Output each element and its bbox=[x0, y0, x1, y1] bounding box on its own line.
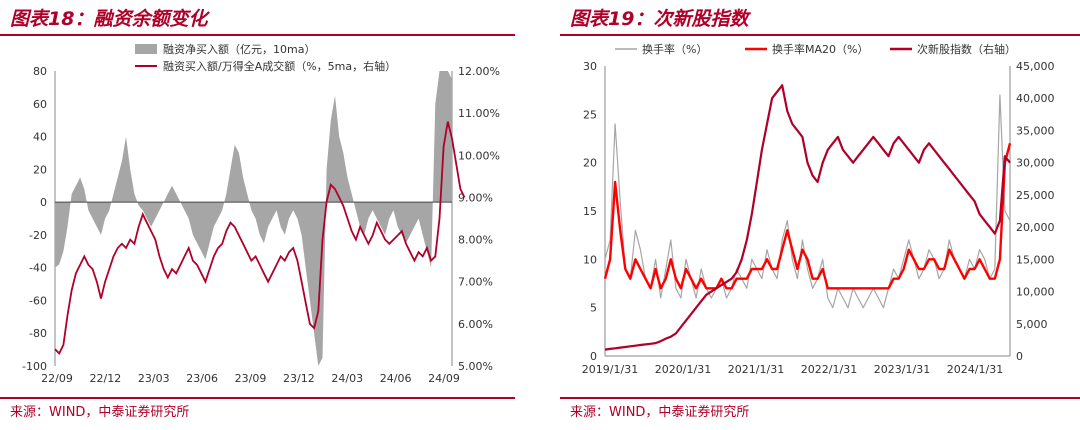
right-y-tick-label: 10,000 bbox=[1016, 286, 1055, 299]
right-chart-title: 图表19：次新股指数 bbox=[570, 8, 749, 30]
right-y-tick-label: 45,000 bbox=[1016, 60, 1055, 73]
series-net-buy-area bbox=[55, 71, 452, 366]
right-y-tick-label: 9.00% bbox=[458, 191, 493, 204]
right-y-tick-label: 15,000 bbox=[1016, 253, 1055, 266]
left-title-rule bbox=[0, 34, 515, 36]
right-source-rule bbox=[560, 397, 1080, 399]
right-chart-panel: 图表19：次新股指数 30 25 20 15 10 5 0 45,000 40,000 35,00… bbox=[560, 0, 1080, 430]
x-tick-label: 22/12 bbox=[90, 372, 122, 385]
left-y-tick-label: 15 bbox=[583, 205, 597, 218]
left-y-tick-label: 10 bbox=[583, 253, 597, 266]
legend-turnover-ma20-label: 换手率MA20（%） bbox=[772, 42, 868, 56]
x-tick-label: 2022/1/31 bbox=[801, 363, 857, 376]
left-y-tick-label: 40 bbox=[33, 131, 47, 144]
left-y-tick-label: 20 bbox=[583, 157, 597, 170]
left-y-tick-label: 30 bbox=[583, 60, 597, 73]
right-y-tick-label: 10.00% bbox=[458, 149, 500, 162]
right-y-tick-label: 20,000 bbox=[1016, 221, 1055, 234]
x-tick-label: 2021/1/31 bbox=[728, 363, 784, 376]
left-y-tick-label: -20 bbox=[29, 229, 47, 242]
x-tick-label: 23/09 bbox=[235, 372, 267, 385]
legend-label-net-buy: 融资净买入额（亿元，10ma） bbox=[163, 42, 315, 56]
right-y-tick-label: 40,000 bbox=[1016, 92, 1055, 105]
right-y-tick-label: 6.00% bbox=[458, 318, 493, 331]
legend-new-stock-index-label: 次新股指数（右轴） bbox=[917, 42, 1016, 56]
left-y-tick-label: -60 bbox=[29, 294, 47, 307]
left-y-tick-label: 25 bbox=[583, 108, 597, 121]
x-tick-label: 23/06 bbox=[186, 372, 218, 385]
right-y-tick-label: 11.00% bbox=[458, 107, 500, 120]
new-stock-index-chart: 30 25 20 15 10 5 0 45,000 40,000 35,000 30,000 25,0… bbox=[582, 42, 1055, 376]
right-source-note: 来源：WIND，中泰证券研究所 bbox=[570, 405, 750, 420]
legend-label-buy-ratio: 融资买入额/万得全A成交额（%，5ma，右轴） bbox=[163, 59, 396, 73]
x-tick-label: 2019/1/31 bbox=[582, 363, 638, 376]
right-y-tick-label: 0 bbox=[1016, 350, 1023, 363]
right-y-tick-label: 25,000 bbox=[1016, 189, 1055, 202]
left-y-tick-label: 80 bbox=[33, 65, 47, 78]
left-y-tick-label: -40 bbox=[29, 262, 47, 275]
right-y-tick-label: 35,000 bbox=[1016, 124, 1055, 137]
left-source-rule bbox=[0, 397, 515, 399]
x-tick-label: 2020/1/31 bbox=[655, 363, 711, 376]
legend-swatch-net-buy bbox=[135, 44, 157, 54]
margin-financing-chart: 80 60 40 20 0 -20 -40 -60 -80 -100 12.00% 11.00% 10.… bbox=[22, 42, 500, 385]
series-buy-ratio-line bbox=[54, 121, 466, 355]
right-y-tick-label: 5,000 bbox=[1016, 318, 1048, 331]
x-tick-label: 24/09 bbox=[428, 372, 460, 385]
left-y-tick-label: 60 bbox=[33, 98, 47, 111]
left-y-tick-label: -100 bbox=[22, 360, 47, 373]
right-y-tick-label: 7.00% bbox=[458, 276, 493, 289]
left-y-tick-label: 0 bbox=[590, 350, 597, 363]
series-turnover-ma20-line bbox=[603, 142, 1012, 290]
x-tick-label: 2024/1/31 bbox=[947, 363, 1003, 376]
right-y-tick-label: 8.00% bbox=[458, 234, 493, 247]
left-y-tick-label: 0 bbox=[40, 196, 47, 209]
x-tick-label: 22/09 bbox=[41, 372, 73, 385]
right-y-tick-label: 5.00% bbox=[458, 360, 493, 373]
series-new-stock-index-line bbox=[604, 84, 1011, 351]
x-tick-label: 23/03 bbox=[138, 372, 170, 385]
legend-turnover-label: 换手率（%） bbox=[642, 42, 707, 56]
left-chart-title: 图表18：融资余额变化 bbox=[10, 8, 208, 30]
x-tick-label: 23/12 bbox=[283, 372, 315, 385]
left-y-tick-label: -80 bbox=[29, 327, 47, 340]
series-turnover-line bbox=[604, 94, 1011, 309]
left-source-note: 来源：WIND，中泰证券研究所 bbox=[10, 405, 190, 420]
x-tick-label: 24/03 bbox=[331, 372, 363, 385]
right-title-rule bbox=[560, 34, 1080, 36]
x-tick-label: 2023/1/31 bbox=[874, 363, 930, 376]
left-y-tick-label: 20 bbox=[33, 163, 47, 176]
x-tick-label: 24/06 bbox=[380, 372, 412, 385]
left-chart-panel: 图表18：融资余额变化 80 60 40 20 0 -20 -40 -60 -80 -100 12.… bbox=[0, 0, 515, 430]
left-y-tick-label: 5 bbox=[590, 302, 597, 315]
right-y-tick-label: 12.00% bbox=[458, 65, 500, 78]
right-y-tick-label: 30,000 bbox=[1016, 157, 1055, 170]
